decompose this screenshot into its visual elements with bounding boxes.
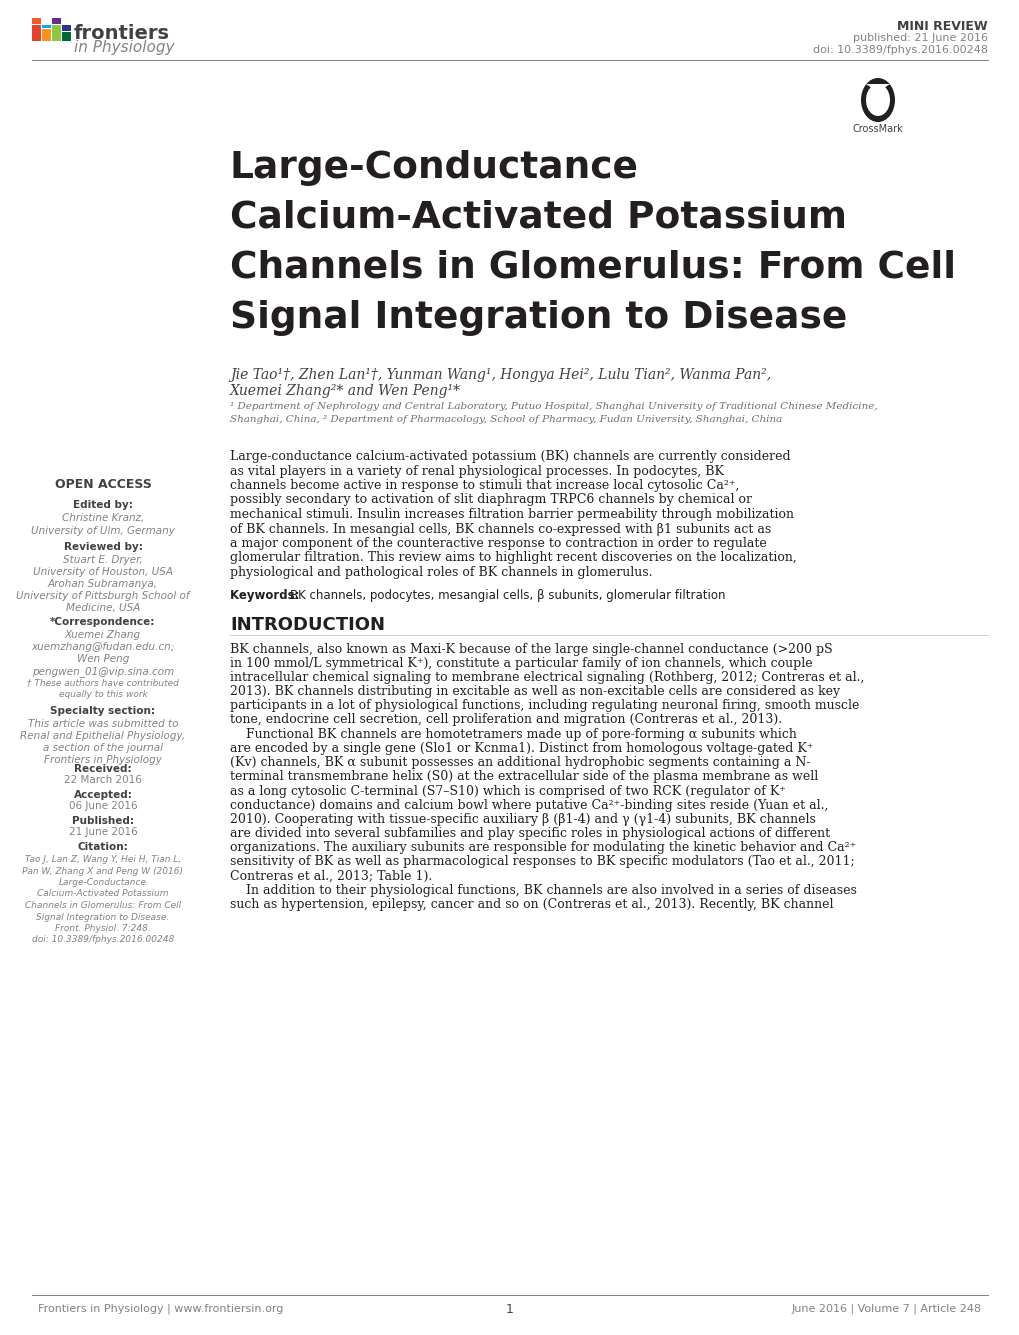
Text: tone, endocrine cell secretion, cell proliferation and migration (Contreras et a: tone, endocrine cell secretion, cell pro… [229, 713, 782, 726]
Text: Channels in Glomerulus: From Cell: Channels in Glomerulus: From Cell [229, 250, 955, 286]
Text: Large-conductance calcium-activated potassium (BK) channels are currently consid: Large-conductance calcium-activated pota… [229, 450, 790, 463]
Text: Xuemei Zhang: Xuemei Zhang [65, 630, 141, 639]
Text: Tao J, Lan Z, Wang Y, Hei H, Tian L,: Tao J, Lan Z, Wang Y, Hei H, Tian L, [24, 854, 181, 864]
Text: Specialty section:: Specialty section: [51, 706, 155, 716]
Bar [52, 17, 61, 24]
Text: University of Ulm, Germany: University of Ulm, Germany [31, 526, 175, 535]
Text: Reviewed by:: Reviewed by: [63, 542, 143, 551]
Text: Calcium-Activated Potassium: Calcium-Activated Potassium [229, 200, 846, 236]
Bar [52, 25, 61, 41]
Text: pengwen_01@vip.sina.com: pengwen_01@vip.sina.com [32, 666, 174, 677]
Text: Received:: Received: [74, 764, 131, 774]
Text: Signal Integration to Disease.: Signal Integration to Disease. [37, 913, 169, 921]
Text: organizations. The auxiliary subunits are responsible for modulating the kinetic: organizations. The auxiliary subunits ar… [229, 841, 855, 854]
Text: Shanghai, China, ² Department of Pharmacology, School of Pharmacy, Fudan Univers: Shanghai, China, ² Department of Pharmac… [229, 415, 782, 425]
Text: are divided into several subfamilies and play specific roles in physiological ac: are divided into several subfamilies and… [229, 828, 829, 840]
Text: MINI REVIEW: MINI REVIEW [897, 20, 987, 33]
Text: equally to this work: equally to this work [58, 690, 148, 700]
Text: conductance) domains and calcium bowl where putative Ca²⁺-binding sites reside (: conductance) domains and calcium bowl wh… [229, 798, 827, 812]
Text: a section of the journal: a section of the journal [43, 744, 163, 753]
Text: doi: 10.3389/fphys.2016.00248: doi: 10.3389/fphys.2016.00248 [812, 45, 987, 55]
Text: 2013). BK channels distributing in excitable as well as non-excitable cells are : 2013). BK channels distributing in excit… [229, 685, 840, 698]
Text: INTRODUCTION: INTRODUCTION [229, 617, 384, 634]
Bar [32, 17, 41, 24]
Text: are encoded by a single gene (Slo1 or Kcnma1). Distinct from homologous voltage-: are encoded by a single gene (Slo1 or Kc… [229, 742, 813, 754]
Text: Large-Conductance: Large-Conductance [59, 878, 147, 886]
Bar [42, 29, 51, 41]
Text: Stuart E. Dryer,: Stuart E. Dryer, [63, 555, 143, 565]
Text: in 100 mmol/L symmetrical K⁺), constitute a particular family of ion channels, w: in 100 mmol/L symmetrical K⁺), constitut… [229, 657, 812, 670]
Text: doi: 10.3389/fphys.2016.00248: doi: 10.3389/fphys.2016.00248 [32, 936, 174, 944]
Text: In addition to their physiological functions, BK channels are also involved in a: In addition to their physiological funct… [229, 884, 856, 897]
Text: terminal transmembrane helix (S0) at the extracellular side of the plasma membra: terminal transmembrane helix (S0) at the… [229, 770, 817, 784]
Ellipse shape [860, 77, 894, 121]
Text: participants in a lot of physiological functions, including regulating neuronal : participants in a lot of physiological f… [229, 700, 859, 713]
Text: CrossMark: CrossMark [852, 124, 903, 134]
Polygon shape [865, 84, 890, 92]
Text: Jie Tao¹†, Zhen Lan¹†, Yunman Wang¹, Hongya Hei², Lulu Tian², Wanma Pan²,: Jie Tao¹†, Zhen Lan¹†, Yunman Wang¹, Hon… [229, 368, 770, 382]
Text: 1: 1 [505, 1303, 514, 1316]
Text: Contreras et al., 2013; Table 1).: Contreras et al., 2013; Table 1). [229, 869, 432, 882]
Bar [32, 25, 41, 41]
Text: Published:: Published: [72, 816, 133, 826]
Text: Renal and Epithelial Physiology,: Renal and Epithelial Physiology, [20, 732, 185, 741]
Text: BK channels, also known as Maxi-K because of the large single-channel conductanc: BK channels, also known as Maxi-K becaus… [229, 642, 832, 655]
Text: ¹ Department of Nephrology and Central Laboratory, Putuo Hospital, Shanghai Univ: ¹ Department of Nephrology and Central L… [229, 402, 876, 411]
Text: 21 June 2016: 21 June 2016 [68, 826, 138, 837]
Text: *Correspondence:: *Correspondence: [50, 617, 156, 627]
Text: Pan W, Zhang X and Peng W (2016): Pan W, Zhang X and Peng W (2016) [22, 866, 183, 876]
Text: Frontiers in Physiology: Frontiers in Physiology [44, 756, 162, 765]
Text: of BK channels. In mesangial cells, BK channels co-expressed with β1 subunits ac: of BK channels. In mesangial cells, BK c… [229, 522, 770, 535]
Text: Channels in Glomerulus: From Cell: Channels in Glomerulus: From Cell [24, 901, 181, 910]
Text: Arohan Subramanya,: Arohan Subramanya, [48, 579, 158, 589]
Text: University of Pittsburgh School of: University of Pittsburgh School of [16, 591, 190, 601]
Text: published: 21 June 2016: published: 21 June 2016 [852, 33, 987, 43]
Text: Christine Kranz,: Christine Kranz, [62, 513, 144, 523]
Text: Functional BK channels are homotetramers made up of pore-forming α subunits whic: Functional BK channels are homotetramers… [229, 728, 796, 741]
Text: Accepted:: Accepted: [73, 790, 132, 800]
Text: This article was submitted to: This article was submitted to [28, 720, 178, 729]
Text: physiological and pathological roles of BK channels in glomerulus.: physiological and pathological roles of … [229, 566, 652, 579]
Text: as vital players in a variety of renal physiological processes. In podocytes, BK: as vital players in a variety of renal p… [229, 465, 723, 478]
Text: 06 June 2016: 06 June 2016 [68, 801, 138, 810]
Text: Front. Physiol. 7:248.: Front. Physiol. 7:248. [55, 924, 151, 933]
Text: such as hypertension, epilepsy, cancer and so on (Contreras et al., 2013). Recen: such as hypertension, epilepsy, cancer a… [229, 898, 833, 910]
Text: Medicine, USA: Medicine, USA [66, 603, 140, 613]
Bar [42, 25, 51, 28]
Text: June 2016 | Volume 7 | Article 248: June 2016 | Volume 7 | Article 248 [791, 1303, 981, 1314]
Text: 2010). Cooperating with tissue-specific auxiliary β (β1-4) and γ (γ1-4) subunits: 2010). Cooperating with tissue-specific … [229, 813, 815, 826]
Text: OPEN ACCESS: OPEN ACCESS [54, 478, 151, 491]
Text: (Kv) channels, BK α subunit possesses an additional hydrophobic segments contain: (Kv) channels, BK α subunit possesses an… [229, 756, 810, 769]
Text: possibly secondary to activation of slit diaphragm TRPC6 channels by chemical or: possibly secondary to activation of slit… [229, 494, 751, 506]
Ellipse shape [865, 84, 890, 116]
Text: frontiers: frontiers [74, 24, 170, 43]
Text: glomerular filtration. This review aims to highlight recent discoveries on the l: glomerular filtration. This review aims … [229, 551, 796, 565]
Text: 22 March 2016: 22 March 2016 [64, 776, 142, 785]
Text: sensitivity of BK as well as pharmacological responses to BK specific modulators: sensitivity of BK as well as pharmacolog… [229, 856, 854, 869]
Text: xuemzhang@fudan.edu.cn;: xuemzhang@fudan.edu.cn; [32, 642, 174, 651]
Text: BK channels, podocytes, mesangial cells, β subunits, glomerular filtration: BK channels, podocytes, mesangial cells,… [289, 589, 725, 602]
Text: as a long cytosolic C-terminal (S7–S10) which is comprised of two RCK (regulator: as a long cytosolic C-terminal (S7–S10) … [229, 785, 786, 797]
Text: Calcium-Activated Potassium: Calcium-Activated Potassium [38, 889, 168, 898]
Text: University of Houston, USA: University of Houston, USA [33, 567, 173, 577]
Text: a major component of the counteractive response to contraction in order to regul: a major component of the counteractive r… [229, 537, 766, 550]
Bar [62, 25, 71, 31]
Text: † These authors have contributed: † These authors have contributed [28, 678, 178, 688]
Text: intracellular chemical signaling to membrane electrical signaling (Rothberg, 201: intracellular chemical signaling to memb… [229, 672, 863, 684]
Text: Wen Peng: Wen Peng [76, 654, 129, 663]
Bar [62, 32, 71, 41]
Text: Signal Integration to Disease: Signal Integration to Disease [229, 300, 847, 336]
Text: in Physiology: in Physiology [74, 40, 174, 55]
Text: mechanical stimuli. Insulin increases filtration barrier permeability through mo: mechanical stimuli. Insulin increases fi… [229, 509, 793, 521]
Text: Large-Conductance: Large-Conductance [229, 150, 638, 186]
Text: channels become active in response to stimuli that increase local cytosolic Ca²⁺: channels become active in response to st… [229, 479, 739, 493]
Text: Keywords:: Keywords: [229, 589, 304, 602]
Text: Edited by:: Edited by: [73, 501, 132, 510]
Text: Xuemei Zhang²* and Wen Peng¹*: Xuemei Zhang²* and Wen Peng¹* [229, 384, 461, 398]
Text: Frontiers in Physiology | www.frontiersin.org: Frontiers in Physiology | www.frontiersi… [38, 1303, 283, 1314]
Text: Citation:: Citation: [77, 842, 128, 852]
